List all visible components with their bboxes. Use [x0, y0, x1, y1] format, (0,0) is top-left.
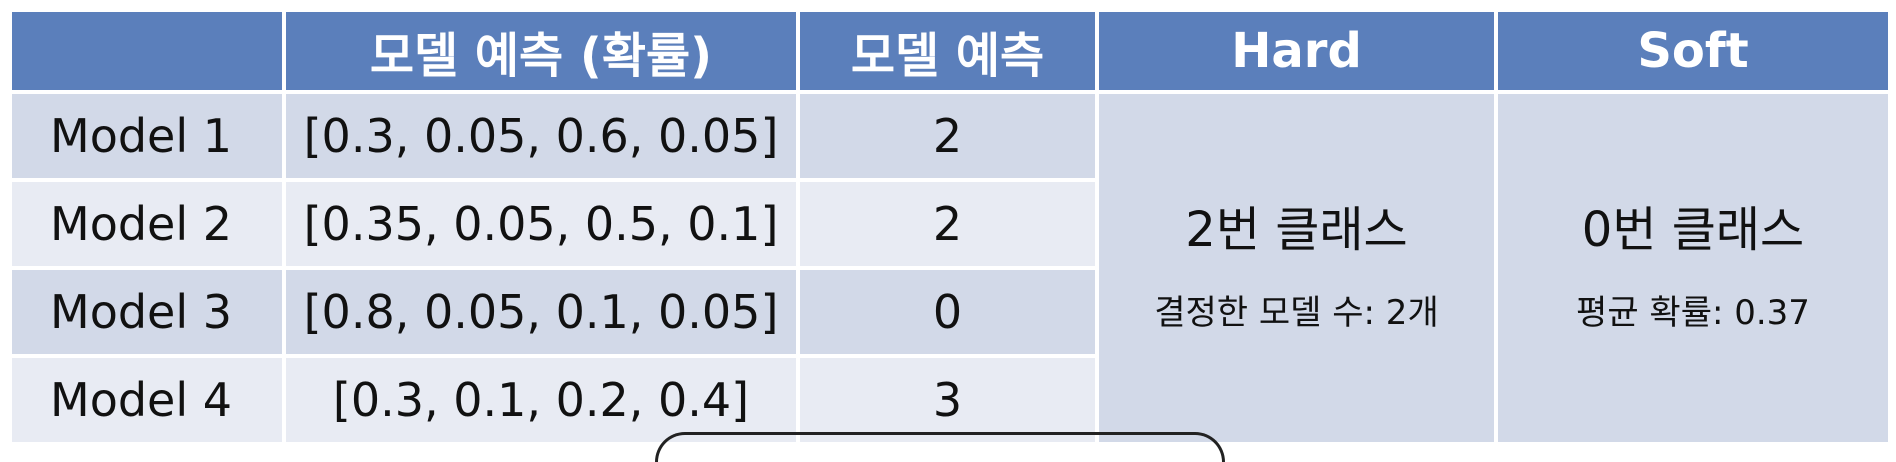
model-name-cell: Model 4	[12, 358, 282, 442]
soft-voting-cell: 0번 클래스 평균 확률: 0.37	[1498, 94, 1888, 442]
model-name-cell: Model 2	[12, 182, 282, 266]
probabilities-cell: [0.3, 0.1, 0.2, 0.4]	[286, 358, 796, 442]
partial-rounded-shape	[655, 432, 1225, 462]
voting-table: 모델 예측 (확률) 모델 예측 Hard Soft Model 1 [0.3,…	[12, 12, 1888, 442]
prediction-cell: 3	[800, 358, 1095, 442]
header-prediction: 모델 예측	[800, 12, 1095, 90]
prediction-cell: 0	[800, 270, 1095, 354]
prediction-cell: 2	[800, 182, 1095, 266]
header-probabilities: 모델 예측 (확률)	[286, 12, 796, 90]
prediction-cell: 2	[800, 94, 1095, 178]
header-empty	[12, 12, 282, 90]
header-soft: Soft	[1498, 12, 1888, 90]
probabilities-cell: [0.8, 0.05, 0.1, 0.05]	[286, 270, 796, 354]
probabilities-cell: [0.35, 0.05, 0.5, 0.1]	[286, 182, 796, 266]
probabilities-cell: [0.3, 0.05, 0.6, 0.05]	[286, 94, 796, 178]
model-name-cell: Model 3	[12, 270, 282, 354]
header-hard: Hard	[1099, 12, 1494, 90]
hard-voting-cell: 2번 클래스 결정한 모델 수: 2개	[1099, 94, 1494, 442]
model-name-cell: Model 1	[12, 94, 282, 178]
hard-note: 결정한 모델 수: 2개	[1154, 293, 1439, 334]
soft-note: 평균 확률: 0.37	[1576, 293, 1810, 334]
soft-result: 0번 클래스	[1581, 201, 1805, 258]
hard-result: 2번 클래스	[1185, 201, 1408, 258]
